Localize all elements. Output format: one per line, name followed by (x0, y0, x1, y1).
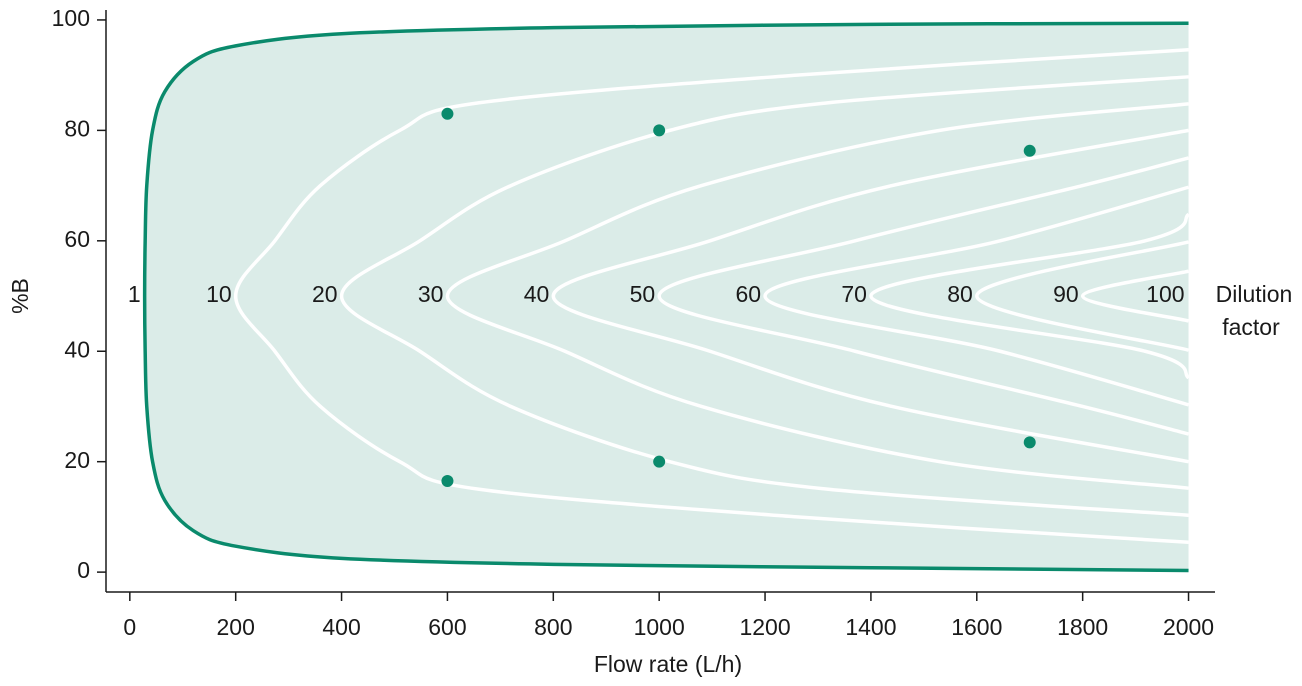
x-tick-label: 1800 (1057, 614, 1108, 640)
x-tick-label: 200 (217, 614, 255, 640)
contour-line (1080, 269, 1189, 323)
data-point (1023, 144, 1036, 157)
x-tick-label: 1600 (951, 614, 1002, 640)
contour-label: 90 (1053, 281, 1079, 307)
contour-line (657, 156, 1189, 436)
contour-label: 1 (128, 281, 141, 307)
y-tick-label: 40 (64, 336, 90, 362)
y-tick-label: 20 (64, 447, 90, 473)
contour-label: 20 (312, 281, 338, 307)
annotation: factor (1222, 314, 1280, 340)
contour-label: 40 (524, 281, 550, 307)
data-point (1023, 436, 1036, 449)
data-point (441, 107, 454, 120)
contour-label: 10 (206, 281, 232, 307)
y-tick-label: 80 (64, 115, 90, 141)
contour-line (763, 185, 1190, 407)
contour-label: 100 (1146, 281, 1184, 307)
x-tick-label: 1200 (739, 614, 790, 640)
y-tick-label: 0 (77, 557, 90, 583)
contour-label: 70 (841, 281, 867, 307)
x-tick-label: 1000 (634, 614, 685, 640)
y-axis-title: %B (7, 278, 33, 314)
contour-label: 60 (735, 281, 761, 307)
data-point (653, 455, 666, 468)
x-tick-label: 1400 (845, 614, 896, 640)
plot-area (142, 21, 1190, 573)
x-tick-label: 800 (534, 614, 572, 640)
annotation: Dilution (1216, 281, 1293, 307)
x-tick-label: 2000 (1163, 614, 1214, 640)
y-tick-label: 60 (64, 226, 90, 252)
contour-label: 30 (418, 281, 444, 307)
contour-line (869, 212, 1190, 380)
envelope-fill (144, 23, 1189, 571)
envelope-line (142, 21, 1189, 573)
data-point (653, 124, 666, 137)
x-tick-label: 400 (322, 614, 360, 640)
contour-line (339, 75, 1189, 517)
contour-label: 50 (630, 281, 656, 307)
contour-line (445, 102, 1189, 490)
contour-line (551, 128, 1189, 464)
contour-label: 80 (947, 281, 973, 307)
x-axis-title: Flow rate (L/h) (594, 651, 742, 677)
contour-line (975, 240, 1189, 352)
contour-line (233, 48, 1189, 545)
x-tick-label: 600 (428, 614, 466, 640)
y-tick-label: 100 (52, 5, 90, 31)
data-point (441, 475, 454, 488)
x-tick-label: 0 (123, 614, 136, 640)
